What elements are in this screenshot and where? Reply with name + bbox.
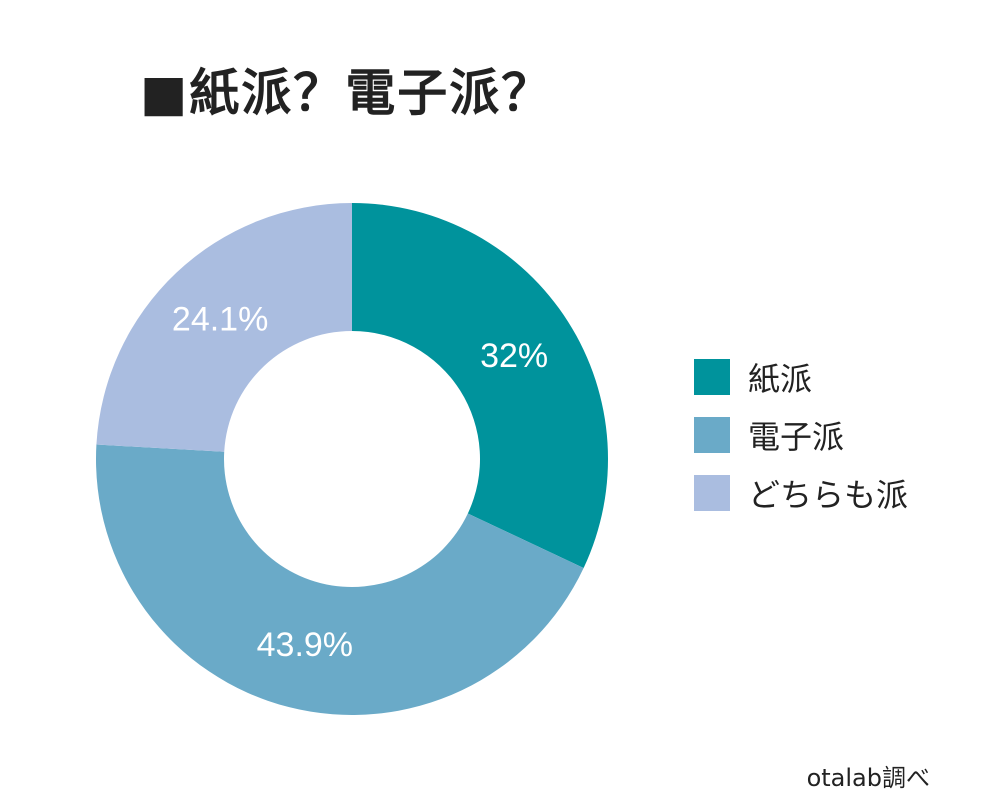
legend-label-digital: 電子派: [748, 418, 845, 456]
legend-item-paper: 紙派: [694, 348, 908, 406]
legend-swatch-both: [694, 475, 730, 511]
slice-both: [96, 203, 352, 452]
legend: 紙派 電子派 どちらも派: [694, 348, 908, 522]
chart-title: ■紙派？電子派？: [140, 64, 554, 122]
data-label-digital: 43.9%: [257, 626, 353, 664]
slice-digital: [96, 444, 584, 715]
data-label-both: 24.1%: [172, 300, 268, 338]
legend-swatch-digital: [694, 417, 730, 453]
labels-group: 32% 43.9% 24.1%: [172, 300, 548, 664]
source-note: otalab調べ: [806, 764, 930, 792]
legend-swatch-paper: [694, 359, 730, 395]
slices-group: [96, 203, 608, 715]
legend-label-both: どちらも派: [748, 476, 909, 514]
legend-label-paper: 紙派: [748, 360, 813, 398]
data-label-paper: 32%: [480, 337, 548, 375]
slice-paper: [352, 203, 608, 568]
legend-item-digital: 電子派: [694, 406, 908, 464]
legend-item-both: どちらも派: [694, 464, 908, 522]
